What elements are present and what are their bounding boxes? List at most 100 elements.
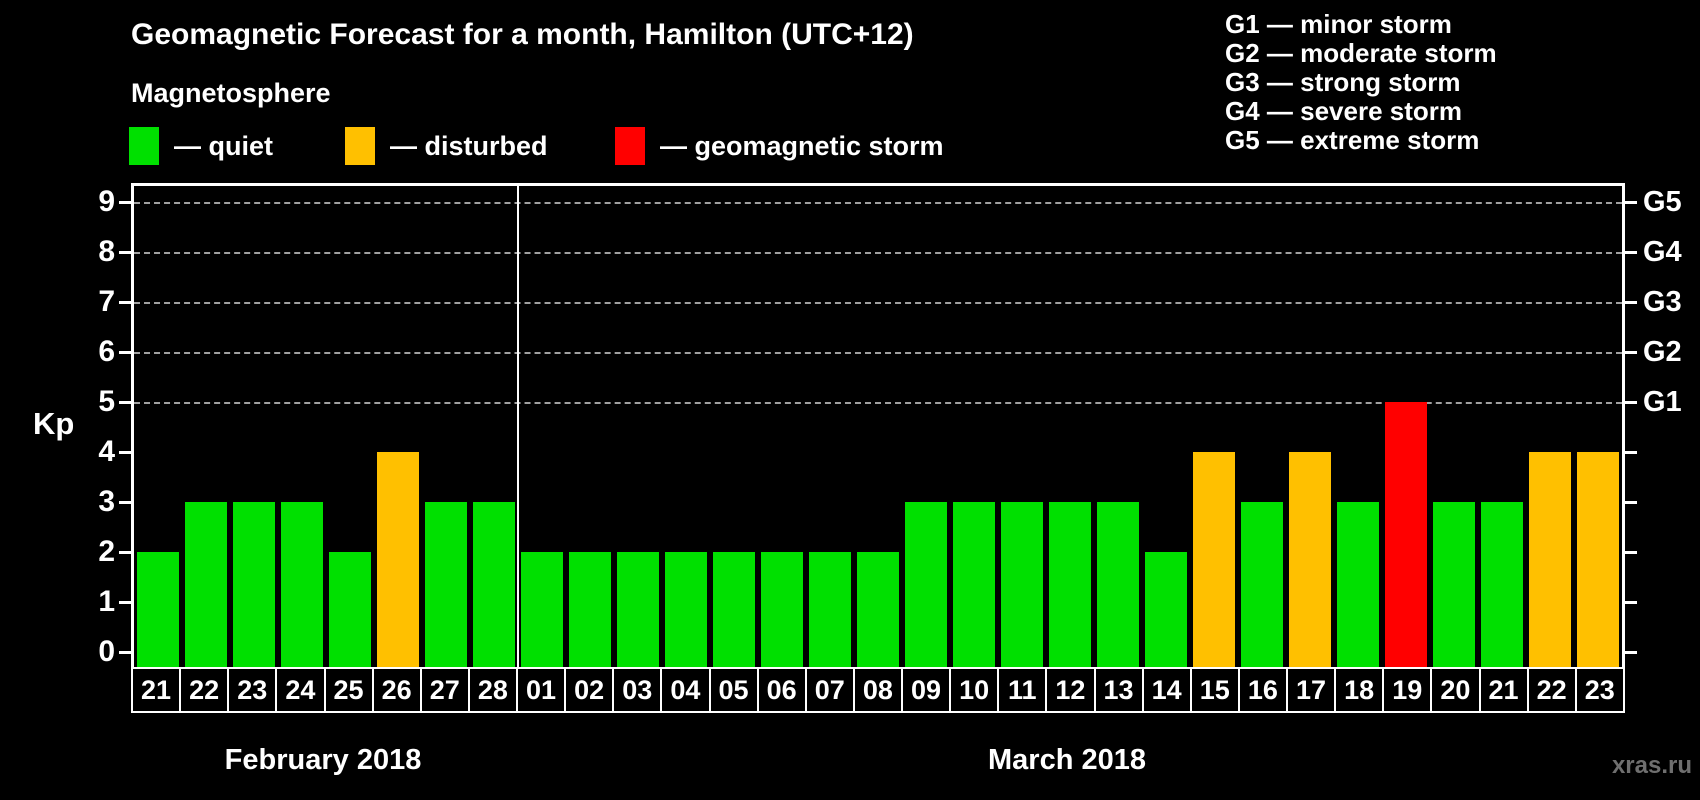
date-cell: 14 [1143, 667, 1192, 713]
y-tick-label: 5 [98, 385, 115, 418]
y-tick-right [1625, 251, 1637, 254]
kp-bar-quiet [521, 552, 563, 667]
y-tick-left [119, 601, 131, 604]
date-cell: 28 [469, 667, 518, 713]
kp-bar-quiet [713, 552, 755, 667]
date-cell: 06 [758, 667, 807, 713]
kp-bar-quiet [1241, 502, 1283, 667]
y-tick-left [119, 301, 131, 304]
y-tick-label: 3 [98, 485, 115, 518]
kp-bar-quiet [1433, 502, 1475, 667]
gridline-kp-7 [134, 302, 1622, 304]
date-cell: 19 [1384, 667, 1433, 713]
legend-item-quiet: — quiet [129, 126, 273, 166]
kp-bar-quiet [905, 502, 947, 667]
date-cell: 22 [1528, 667, 1577, 713]
gridline-kp-9 [134, 202, 1622, 204]
kp-bar-disturbed [1193, 452, 1235, 667]
date-cell: 18 [1336, 667, 1385, 713]
kp-bar-quiet [665, 552, 707, 667]
g-scale-label-G4: G4 [1643, 236, 1682, 268]
y-tick-right [1625, 651, 1637, 654]
storm-color-swatch [615, 127, 645, 165]
y-tick-left [119, 401, 131, 404]
y-tick-right [1625, 501, 1637, 504]
kp-bar-disturbed [1289, 452, 1331, 667]
month-label: March 2018 [988, 744, 1146, 776]
watermark: xras.ru [1611, 752, 1692, 779]
date-cell: 07 [806, 667, 855, 713]
date-cell: 02 [566, 667, 615, 713]
y-tick-label: 9 [98, 185, 115, 218]
gridline-kp-5 [134, 402, 1622, 404]
kp-bar-quiet [809, 552, 851, 667]
date-cell: 15 [1191, 667, 1240, 713]
y-tick-left [119, 651, 131, 654]
g-scale-label-G5: G5 [1643, 186, 1682, 218]
kp-bar-quiet [1049, 502, 1091, 667]
date-cell: 23 [1576, 667, 1625, 713]
chart-subtitle: Magnetosphere [131, 78, 331, 108]
date-cell: 21 [131, 667, 182, 713]
kp-bar-quiet [281, 502, 323, 667]
y-tick-label: 4 [98, 435, 115, 468]
y-tick-label: 2 [98, 535, 115, 568]
kp-bar-quiet [953, 502, 995, 667]
date-cell: 24 [277, 667, 326, 713]
date-cell: 08 [854, 667, 903, 713]
kp-bar-storm [1385, 402, 1427, 667]
kp-bar-quiet [1097, 502, 1139, 667]
y-tick-right [1625, 351, 1637, 354]
kp-bar-disturbed [1577, 452, 1619, 667]
month-label: February 2018 [224, 744, 422, 776]
y-tick-left [119, 201, 131, 204]
kp-bar-quiet [137, 552, 179, 667]
kp-bar-disturbed [377, 452, 419, 667]
g-scale-label-G2: G2 [1643, 336, 1682, 368]
plot-area [131, 183, 1625, 667]
date-cell: 20 [1432, 667, 1481, 713]
disturbed-color-swatch [345, 127, 375, 165]
kp-bar-quiet [1145, 552, 1187, 667]
kp-bar-quiet [233, 502, 275, 667]
legend-item-storm: — geomagnetic storm [615, 126, 944, 166]
date-cell: 25 [325, 667, 374, 713]
legend-label-disturbed: — disturbed [390, 130, 548, 161]
g-scale-legend-line: G2 — moderate storm [1225, 38, 1497, 68]
legend-label-storm: — geomagnetic storm [660, 130, 944, 161]
date-cell: 10 [951, 667, 1000, 713]
y-tick-left [119, 351, 131, 354]
x-axis-date-row: 21 22 23 24 25 26 27 28 01 02 03 04 05 06 07 08 09 10 11 12… [131, 667, 1625, 713]
y-tick-right [1625, 201, 1637, 204]
kp-bar-quiet [857, 552, 899, 667]
y-tick-right [1625, 451, 1637, 454]
kp-bar-quiet [329, 552, 371, 667]
quiet-color-swatch [129, 127, 159, 165]
kp-bar-quiet [185, 502, 227, 667]
date-cell: 23 [229, 667, 278, 713]
kp-bar-quiet [1481, 502, 1523, 667]
g-scale-legend-line: G1 — minor storm [1225, 9, 1452, 39]
legend-item-disturbed: — disturbed [345, 126, 548, 166]
kp-bar-quiet [425, 502, 467, 667]
g-scale-legend-line: G3 — strong storm [1225, 67, 1461, 97]
kp-bar-quiet [617, 552, 659, 667]
g-scale-legend-line: G5 — extreme storm [1225, 125, 1480, 155]
date-cell: 05 [710, 667, 759, 713]
date-cell: 17 [1288, 667, 1337, 713]
kp-bar-quiet [569, 552, 611, 667]
y-tick-left [119, 501, 131, 504]
g-scale-label-G1: G1 [1643, 386, 1682, 418]
date-cell: 16 [1239, 667, 1288, 713]
date-cell: 22 [181, 667, 230, 713]
date-cell: 09 [903, 667, 952, 713]
date-cell: 04 [662, 667, 711, 713]
y-axis-title: Kp [33, 406, 75, 441]
kp-bar-quiet [473, 502, 515, 667]
date-cell: 03 [614, 667, 663, 713]
date-cell: 13 [1095, 667, 1144, 713]
g-scale-legend-line: G4 — severe storm [1225, 96, 1463, 126]
y-tick-label: 6 [98, 335, 115, 368]
kp-bar-quiet [1001, 502, 1043, 667]
